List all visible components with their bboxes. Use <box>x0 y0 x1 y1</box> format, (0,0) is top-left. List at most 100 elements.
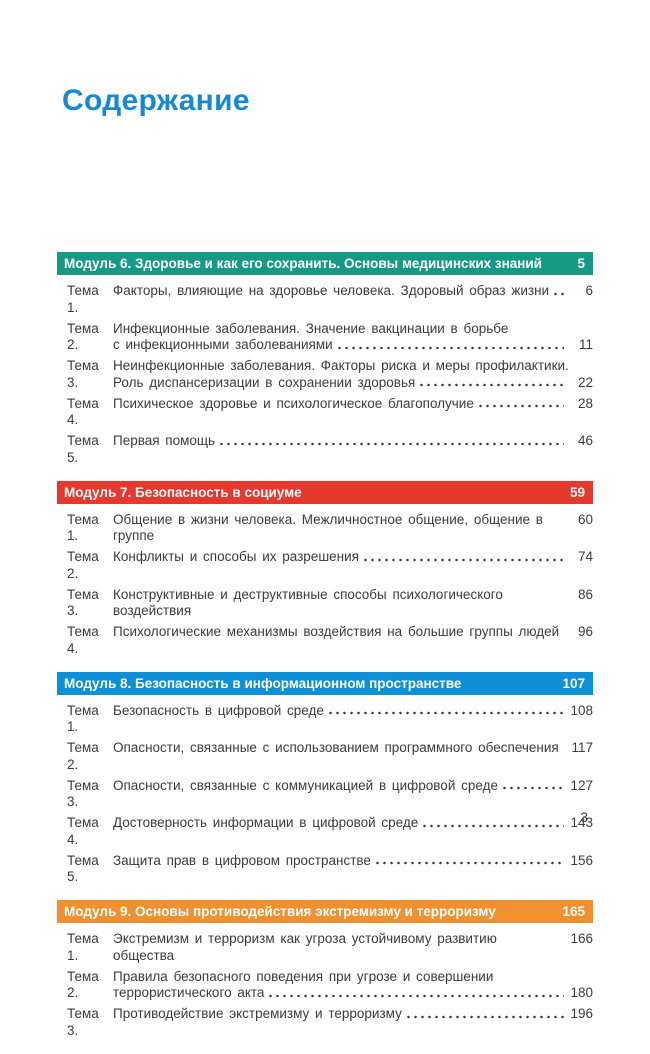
toc-entry-text: Инфекционные заболевания. Значение вакци… <box>113 320 509 336</box>
toc-entry-label: Тема 2. <box>67 968 99 1001</box>
toc-entry: Тема 3. Противодействие экстремизму и те… <box>67 1006 593 1039</box>
page-number: 60 <box>577 511 593 527</box>
toc-entry-label: Тема 4. <box>67 815 99 847</box>
dot-leader <box>476 395 564 412</box>
dot-leader <box>552 283 564 300</box>
toc-entry-label: Тема 2. <box>67 740 99 772</box>
toc-entry-text: Достоверность информации в цифровой сред… <box>113 815 419 830</box>
dot-leader <box>267 985 564 1002</box>
toc-entry: Тема 5. Первая помощь 46 <box>67 433 593 466</box>
dot-leader <box>218 433 564 450</box>
toc-entry-text: Опасности, связанные с коммуникацией в ц… <box>113 777 498 793</box>
toc-entry-label: Тема 5. <box>67 852 99 885</box>
toc-entry-text: Защита прав в цифровом пространстве <box>113 852 371 868</box>
dot-leader <box>562 624 564 641</box>
page-number: 74 <box>577 549 593 564</box>
toc-entry: Тема 1. Факторы, влияющие на здоровье че… <box>67 283 593 316</box>
module-7-header: Модуль 7. Безопасность в социуме 59 <box>57 480 593 504</box>
page-number: 143 <box>570 815 593 830</box>
toc-entry-text: Факторы, влияющие на здоровье человека. … <box>113 283 550 298</box>
contents-title: Содержание <box>62 84 250 117</box>
toc-entry-text: Психологические механизмы воздействия на… <box>113 624 560 639</box>
toc-entry-label: Тема 4. <box>67 395 99 428</box>
module-title: Модуль 6. Здоровье и как его сохранить. … <box>64 256 543 271</box>
module-6-header: Модуль 6. Здоровье и как его сохранить. … <box>57 252 593 275</box>
toc-entry: Тема 2. Опасности, связанные с использов… <box>67 740 593 773</box>
toc-entry: Тема 3. Конструктивные и деструктивные с… <box>67 587 593 620</box>
page-number: 6 <box>585 283 593 298</box>
page-number: 96 <box>577 624 593 639</box>
toc-entry: Тема 1. Экстремизм и терроризм как угроз… <box>67 931 593 964</box>
toc-entry-text: Конструктивные и деструктивные способы п… <box>113 586 503 619</box>
module-page-number: 59 <box>569 484 585 500</box>
toc-entry-text: Экстремизм и терроризм как угроза устойч… <box>113 931 497 963</box>
module-9-section: Модуль 9. Основы противодействия экстрем… <box>57 900 593 1054</box>
module-7-section: Модуль 7. Безопасность в социуме 59 Тема… <box>57 480 593 672</box>
toc-entry: Тема 1. Общение в жизни человека. Межлич… <box>67 512 593 545</box>
toc-entry: Тема 2. Инфекционные заболевания. Значен… <box>67 321 593 354</box>
module-page-number: 5 <box>577 256 585 271</box>
toc-entry-text: Правила безопасного поведения при угрозе… <box>113 968 494 984</box>
toc-entry-label: Тема 3. <box>67 1006 99 1038</box>
toc-entry: Тема 2. Правила безопасного поведения пр… <box>67 969 593 1002</box>
module-title: Модуль 7. Безопасность в социуме <box>64 484 302 500</box>
dot-leader <box>326 702 564 719</box>
page-number: 196 <box>570 1006 593 1021</box>
toc-entry: Тема 1. Безопасность в цифровой среде 10… <box>67 702 593 736</box>
toc-entry-text: Роль диспансеризации в сохранении здоров… <box>113 374 416 390</box>
page-number: 117 <box>571 740 593 755</box>
module-6-section: Модуль 6. Здоровье и как его сохранить. … <box>57 252 593 481</box>
toc-entry-label: Тема 5. <box>67 433 99 465</box>
dot-leader <box>500 777 564 794</box>
table-of-contents: Модуль 6. Здоровье и как его сохранить. … <box>57 252 593 1054</box>
module-page-number: 107 <box>562 675 585 691</box>
dot-leader <box>561 740 564 757</box>
toc-entry: Тема 2. Конфликты и способы их разрешени… <box>67 549 593 582</box>
page-number: 108 <box>570 702 593 718</box>
toc-entry-label: Тема 2. <box>67 320 99 353</box>
page-number: 180 <box>570 985 593 1000</box>
dot-leader <box>361 549 564 566</box>
toc-entry-text: с инфекционными заболеваниями <box>113 337 333 352</box>
toc-entry-text: Противодействие экстремизму и терроризму <box>113 1006 402 1021</box>
dot-leader <box>418 374 564 391</box>
toc-entry-label: Тема 2. <box>67 549 99 581</box>
toc-entry: Тема 4. Психологические механизмы воздей… <box>67 624 593 657</box>
toc-entry-text: Конфликты и способы их разрешения <box>113 549 359 564</box>
module-page-number: 165 <box>562 904 585 919</box>
page-number: 28 <box>577 395 593 411</box>
toc-entry-label: Тема 1. <box>67 511 99 544</box>
toc-entry-label: Тема 1. <box>67 283 99 315</box>
toc-entry-text: Психическое здоровье и психологическое б… <box>113 395 474 411</box>
toc-entry-text: Опасности, связанные с использованием пр… <box>113 740 559 755</box>
toc-entry: Тема 5. Защита прав в цифровом пространс… <box>67 852 593 886</box>
toc-entry-text: Неинфекционные заболевания. Факторы риск… <box>113 358 569 373</box>
page-number: 46 <box>577 433 593 448</box>
module-title: Модуль 8. Безопасность в информационном … <box>64 675 462 691</box>
toc-entry-label: Тема 1. <box>67 702 99 735</box>
module-8-section: Модуль 8. Безопасность в информационном … <box>57 671 593 901</box>
dot-leader <box>404 1006 564 1023</box>
toc-entry: Тема 3. Неинфекционные заболевания. Факт… <box>67 358 593 391</box>
page-number: 22 <box>577 374 593 390</box>
toc-entry: Тема 4. Достоверность информации в цифро… <box>67 815 593 848</box>
toc-entry-text: Общение в жизни человека. Межличностное … <box>113 511 543 544</box>
page-number: 127 <box>570 777 593 793</box>
toc-entry-text: террористического акта <box>113 985 265 1000</box>
toc-entry-label: Тема 3. <box>67 358 99 390</box>
page-number: 166 <box>570 931 593 946</box>
page-number: 11 <box>578 337 593 352</box>
dot-leader <box>373 852 564 869</box>
toc-entry: Тема 4. Психическое здоровье и психологи… <box>67 395 593 429</box>
module-9-header: Модуль 9. Основы противодействия экстрем… <box>57 900 593 923</box>
dot-leader <box>335 337 564 354</box>
toc-entry: Тема 3. Опасности, связанные с коммуника… <box>67 777 593 811</box>
module-title: Модуль 9. Основы противодействия экстрем… <box>64 904 496 919</box>
toc-entry-label: Тема 3. <box>67 586 99 619</box>
toc-entry-text: Первая помощь <box>113 433 216 448</box>
dot-leader <box>421 815 564 832</box>
toc-entry-label: Тема 1. <box>67 931 99 963</box>
folio-page-number: 3 <box>580 810 588 825</box>
module-8-header: Модуль 8. Безопасность в информационном … <box>57 671 593 695</box>
